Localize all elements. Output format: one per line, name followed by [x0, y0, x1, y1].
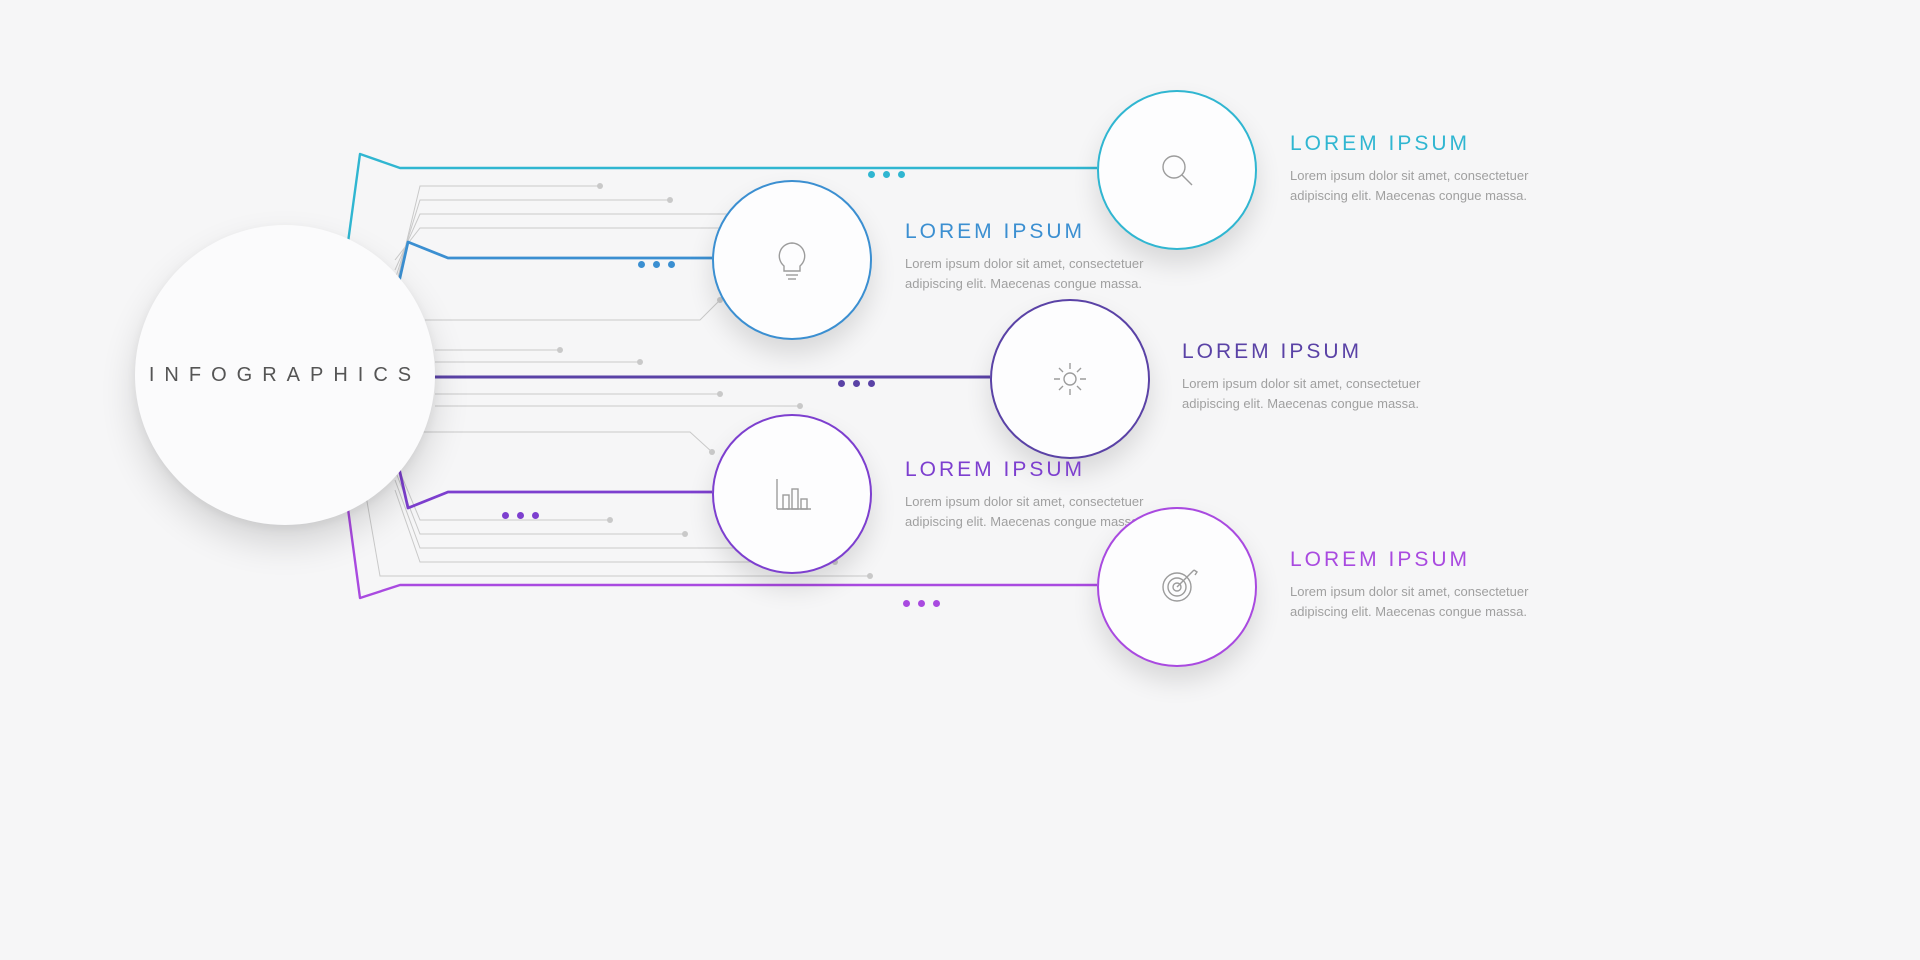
- node-item2: [712, 180, 872, 340]
- barchart-icon: [767, 469, 817, 519]
- body-item1: Lorem ipsum dolor sit amet, consectetuer…: [1290, 166, 1550, 206]
- gear-icon: [1045, 354, 1095, 404]
- text-item3: LOREM IPSUM Lorem ipsum dolor sit amet, c…: [1182, 340, 1442, 414]
- body-item2: Lorem ipsum dolor sit amet, consectetuer…: [905, 254, 1165, 294]
- bulb-icon: [767, 235, 817, 285]
- node-item5: [1097, 507, 1257, 667]
- dots-item5: [903, 600, 940, 607]
- dots-item4: [502, 512, 539, 519]
- title-item1: LOREM IPSUM: [1290, 132, 1550, 156]
- body-item3: Lorem ipsum dolor sit amet, consectetuer…: [1182, 374, 1442, 414]
- hub-circle: INFOGRAPHICS: [135, 225, 435, 525]
- target-icon: [1152, 562, 1202, 612]
- text-item5: LOREM IPSUM Lorem ipsum dolor sit amet, c…: [1290, 548, 1550, 622]
- dots-item1: [868, 171, 905, 178]
- dots-item3: [838, 380, 875, 387]
- text-item1: LOREM IPSUM Lorem ipsum dolor sit amet, c…: [1290, 132, 1550, 206]
- infographic-stage: { "canvas":{"w":1920,"h":960,"bg":"#f6f6…: [0, 0, 1920, 960]
- text-item4: LOREM IPSUMLorem ipsum dolor sit amet, c…: [905, 458, 1165, 532]
- node-item3: [990, 299, 1150, 459]
- text-item2: LOREM IPSUM Lorem ipsum dolor sit amet, c…: [905, 220, 1165, 294]
- hub-label: INFOGRAPHICS: [149, 364, 421, 387]
- title-item5: LOREM IPSUM: [1290, 548, 1550, 572]
- node-item4: [712, 414, 872, 574]
- title-item4: LOREM IPSUM: [905, 458, 1165, 482]
- body-item5: Lorem ipsum dolor sit amet, consectetuer…: [1290, 582, 1550, 622]
- magnifier-icon: [1152, 145, 1202, 195]
- dots-item2: [638, 261, 675, 268]
- title-item2: LOREM IPSUM: [905, 220, 1165, 244]
- title-item3: LOREM IPSUM: [1182, 340, 1442, 364]
